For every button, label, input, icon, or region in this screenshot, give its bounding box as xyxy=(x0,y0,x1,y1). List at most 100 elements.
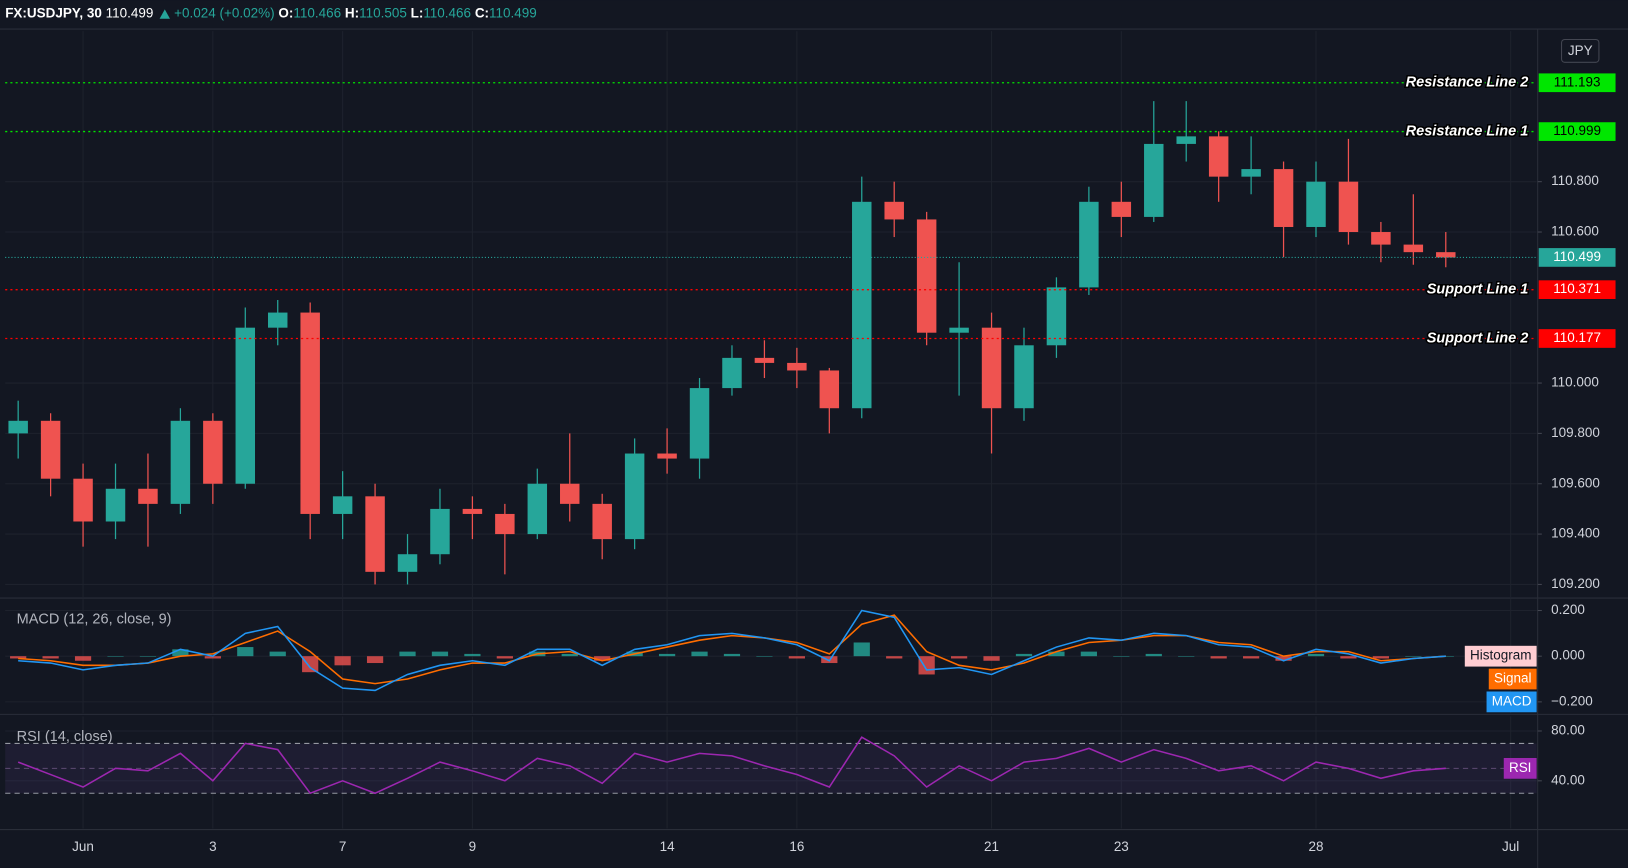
candle-body xyxy=(203,420,223,484)
candle-body xyxy=(787,362,807,371)
symbol: FX:USDJPY, 30 xyxy=(5,5,102,20)
candle-body xyxy=(8,420,28,434)
currency[interactable]: JPY xyxy=(1568,43,1593,58)
candle-body xyxy=(1079,201,1099,288)
legend-label: RSI xyxy=(1509,760,1531,775)
legend-box xyxy=(1464,645,1537,667)
candle-body xyxy=(981,327,1002,409)
candle-body xyxy=(73,478,93,522)
pane: 0.200 0.000 −0.200 MACD (12, 26, close, 9) H… xyxy=(5,599,1593,714)
histogram-bar xyxy=(366,656,384,664)
y-tick-label: 80.00 xyxy=(1551,723,1585,738)
histogram-bar xyxy=(691,651,708,657)
candle-body xyxy=(1208,136,1229,177)
low-label: L: xyxy=(411,5,424,20)
y-tick-label: 0.000 xyxy=(1551,648,1585,663)
candle-body xyxy=(722,357,742,389)
low-value: 110.466 xyxy=(423,5,471,20)
legend-box xyxy=(1486,691,1537,713)
candle-body xyxy=(949,327,969,333)
candle-body xyxy=(1014,345,1034,409)
candle-body xyxy=(884,201,904,220)
x-tick-label: 14 xyxy=(660,839,675,854)
y-tick-label: 109.800 xyxy=(1551,425,1600,440)
histogram-bar xyxy=(1405,656,1422,657)
pane-title: MACD (12, 26, close, 9) xyxy=(17,612,172,628)
histogram-bar xyxy=(139,656,157,657)
candle-body xyxy=(1306,181,1326,227)
candle-body xyxy=(689,388,710,459)
histogram-bar xyxy=(1015,653,1033,657)
series-line xyxy=(18,614,1446,685)
histogram-bar xyxy=(594,656,611,661)
candle-body xyxy=(235,327,256,484)
currency-button[interactable] xyxy=(1561,38,1600,63)
histogram-bar xyxy=(399,651,416,657)
level-price: 110.371 xyxy=(1553,281,1601,296)
high-value: 110.505 xyxy=(359,5,407,20)
candle-body xyxy=(1436,252,1456,258)
pane-title: RSI (14, close) xyxy=(17,729,113,745)
histogram-bar xyxy=(74,656,92,661)
histogram-bar xyxy=(1307,653,1325,657)
x-tick-label: 21 xyxy=(984,839,999,854)
open-value: 110.466 xyxy=(293,5,341,20)
level-name: Resistance Line 2 xyxy=(1406,75,1529,91)
x-tick-label: 23 xyxy=(1114,839,1129,854)
histogram-bar xyxy=(1275,656,1292,661)
candle-body xyxy=(1176,136,1196,144)
y-tick-label: 109.400 xyxy=(1551,526,1600,541)
candle-body xyxy=(624,453,645,540)
histogram-bar xyxy=(1080,651,1097,657)
level-name: Support Line 1 xyxy=(1427,282,1529,298)
histogram-bar xyxy=(42,656,59,659)
series-line xyxy=(18,609,1446,692)
last-price: 110.499 xyxy=(106,5,154,20)
histogram-bar xyxy=(983,656,1000,661)
level-price-box xyxy=(1538,122,1616,141)
candle-body xyxy=(300,312,320,514)
histogram-bar xyxy=(1048,651,1065,657)
x-tick-label: 7 xyxy=(339,839,346,854)
histogram-bar xyxy=(1242,656,1260,659)
candle-body xyxy=(40,420,61,479)
candle-body xyxy=(1338,181,1359,233)
candle-body xyxy=(332,496,353,514)
candle-body xyxy=(1111,201,1132,217)
level-name: Support Line 2 xyxy=(1427,330,1529,346)
candle-body xyxy=(819,370,840,409)
histogram-bar xyxy=(204,656,221,659)
x-tick-label: 9 xyxy=(469,839,476,854)
candle-body xyxy=(138,488,158,504)
histogram-bar xyxy=(464,653,481,657)
candle-body xyxy=(105,488,126,522)
legend-label: Signal xyxy=(1494,671,1531,686)
histogram-bar xyxy=(431,651,449,657)
histogram-bar xyxy=(918,656,935,675)
candle-body xyxy=(430,508,450,555)
histogram-bar xyxy=(10,656,27,659)
x-tick-label: Jun xyxy=(72,839,94,854)
legend-box xyxy=(1488,668,1537,690)
pane: 109.200 109.400 109.600 109.800 110.000 110.6… xyxy=(5,31,1616,598)
y-tick-label: 40.00 xyxy=(1551,772,1585,787)
candle-body xyxy=(1403,244,1424,253)
up-arrow xyxy=(159,9,170,19)
close-value: 110.499 xyxy=(489,5,537,20)
pane: 80.00 40.00 RSI (14, close) RSI xyxy=(5,716,1585,829)
y-tick-label: 110.800 xyxy=(1551,173,1599,188)
header-ohlc: +0.024 (+0.02%) O:110.466 H:110.505 L:11… xyxy=(174,5,537,20)
candle-body xyxy=(852,201,872,409)
y-tick-label: 109.600 xyxy=(1551,475,1600,490)
histogram-bar xyxy=(172,649,189,657)
candle-body xyxy=(1046,287,1067,346)
histogram-bar xyxy=(788,656,805,659)
candle-body xyxy=(1241,169,1261,177)
high-label: H: xyxy=(345,5,359,20)
histogram-bar xyxy=(723,653,741,657)
candle-body xyxy=(268,312,288,328)
y-tick-label: −0.200 xyxy=(1551,693,1593,708)
level-price: 110.999 xyxy=(1553,123,1601,138)
